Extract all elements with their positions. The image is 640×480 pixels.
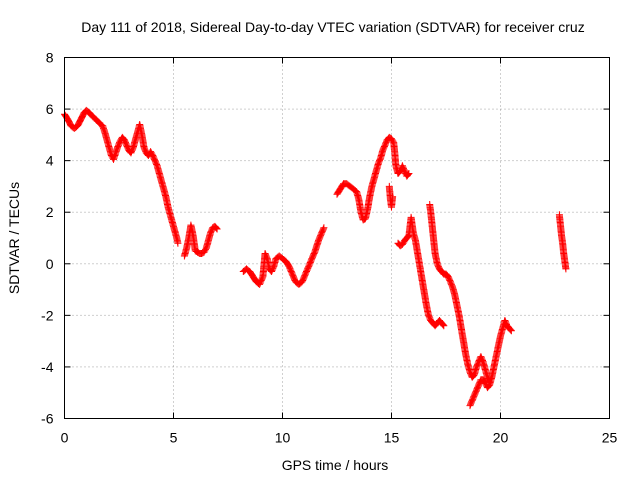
data-point-markers <box>61 106 182 247</box>
data-point-markers <box>466 317 515 410</box>
data-segment <box>426 201 494 386</box>
x-tick-label: 15 <box>384 430 400 446</box>
data-point-markers <box>394 213 448 330</box>
y-tick-label: -2 <box>41 307 54 323</box>
y-tick-label: -4 <box>41 359 54 375</box>
y-tick-label: -6 <box>41 411 54 427</box>
y-tick-label: 0 <box>46 256 54 272</box>
data-marks <box>61 106 570 410</box>
data-segment <box>466 317 515 410</box>
data-segment <box>180 221 221 260</box>
data-segment <box>555 211 570 273</box>
data-segment <box>394 213 448 330</box>
plot-frame <box>64 57 610 419</box>
y-tick-label: 6 <box>46 101 54 117</box>
y-axis-label: SDTVAR / TECUs <box>6 182 22 294</box>
x-tick-label: 20 <box>493 430 509 446</box>
y-tick-label: 8 <box>46 50 54 66</box>
chart-title: Day 111 of 2018, Sidereal Day-to-day VTE… <box>81 19 584 35</box>
data-segment <box>333 133 413 224</box>
x-tick-label: 25 <box>602 430 618 446</box>
x-tick-label: 0 <box>61 430 69 446</box>
data-point-markers <box>333 133 413 224</box>
y-tick-label: 4 <box>46 153 54 169</box>
y-tick-label: 2 <box>46 204 54 220</box>
data-point-markers <box>239 224 328 288</box>
data-point-markers <box>555 211 570 273</box>
data-segment <box>239 224 328 288</box>
data-segment <box>61 106 182 247</box>
data-segment <box>385 182 397 211</box>
x-tick-label: 5 <box>170 430 178 446</box>
grid-lines <box>64 57 610 419</box>
data-point-markers <box>426 201 494 386</box>
data-point-markers <box>385 182 397 211</box>
x-tick-label: 10 <box>275 430 291 446</box>
x-axis-label: GPS time / hours <box>282 457 389 473</box>
axis-ticks: 0 5 10 15 20 25 -6 -4 -2 0 2 4 6 8 <box>41 50 617 446</box>
data-point-markers <box>180 221 221 260</box>
